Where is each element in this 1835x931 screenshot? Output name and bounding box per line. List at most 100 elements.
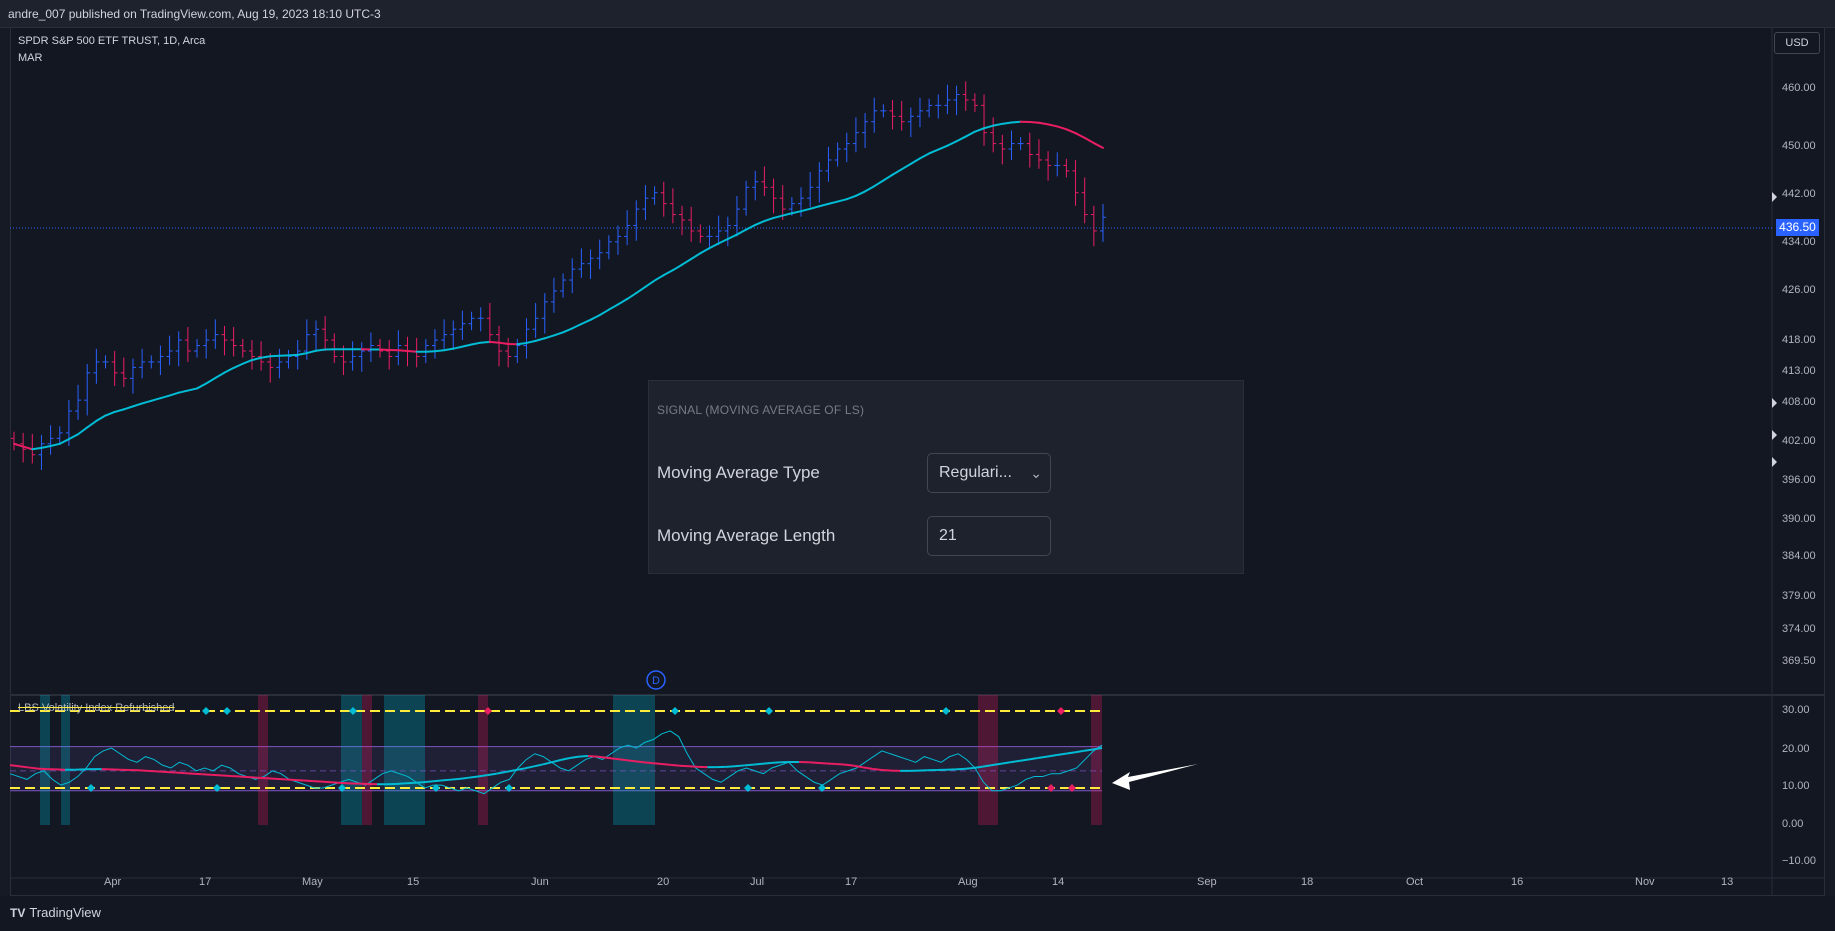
ma-length-input[interactable]: 21: [927, 516, 1051, 556]
signal-line-segment: [312, 780, 323, 783]
ma-segment: [543, 334, 555, 340]
time-tick-label: 17: [199, 876, 212, 888]
signal-line-segment: [991, 762, 1002, 767]
lower-indicator-legend[interactable]: LBS Volatility Index Refurbished: [18, 702, 175, 714]
signal-line-segment: [725, 765, 736, 768]
ma-segment: [122, 405, 134, 411]
tradingview-logo[interactable]: TV TradingView: [10, 905, 101, 920]
signal-line-segment: [624, 759, 635, 763]
ohlc-bar: [84, 364, 91, 416]
ma-type-select[interactable]: Regulari... ⌄: [927, 453, 1051, 493]
signal-line-segment: [753, 762, 763, 766]
signal-diamond: [765, 707, 773, 715]
signal-diamond: [942, 707, 950, 715]
signal-region: [1091, 695, 1102, 825]
ohlc-bar: [761, 166, 768, 196]
ma-segment: [955, 135, 967, 143]
signal-diamond: [505, 783, 513, 792]
signal-line-segment: [1055, 752, 1066, 757]
signal-line-segment: [1037, 755, 1048, 760]
ma-segment: [1037, 121, 1050, 126]
ohlc-bar: [889, 99, 896, 130]
signal-line-segment: [514, 767, 525, 772]
time-tick-label: Sep: [1197, 876, 1217, 888]
ohlc-bar: [614, 225, 621, 255]
ohlc-bar: [743, 180, 750, 216]
ohlc-bar: [550, 277, 557, 313]
ma-segment: [681, 257, 693, 266]
price-tick-label: 369.50: [1782, 655, 1816, 667]
ma-segment: [571, 322, 583, 330]
ohlc-bar: [578, 248, 585, 278]
signal-line-segment: [688, 765, 699, 768]
ma-segment: [552, 331, 565, 337]
ma-segment: [452, 345, 464, 350]
ohlc-bar: [20, 432, 27, 463]
currency-button[interactable]: USD: [1774, 32, 1820, 54]
ma-segment: [443, 347, 455, 352]
ohlc-bar: [505, 337, 512, 368]
signal-line-segment: [156, 770, 167, 773]
ma-segment: [516, 341, 528, 346]
ma-segment: [928, 148, 940, 155]
ohlc-bar: [496, 325, 503, 367]
signal-region: [61, 695, 70, 825]
axis-marker-icon: [1772, 430, 1777, 440]
axis-marker-icon: [1772, 457, 1777, 467]
ohlc-bar: [871, 97, 878, 133]
ma-segment: [937, 144, 949, 151]
ohlc-bar: [386, 340, 393, 370]
signal-line-segment: [9, 764, 20, 768]
ma-segment: [781, 212, 793, 217]
ma-segment: [589, 314, 601, 321]
price-tick-label: 408.00: [1782, 396, 1816, 408]
time-tick-label: 13: [1721, 876, 1734, 888]
ohlc-bar: [175, 331, 182, 367]
signal-line-segment: [19, 765, 29, 769]
ma-segment: [644, 279, 656, 288]
time-tick-label: Nov: [1635, 876, 1655, 888]
ohlc-bar: [523, 318, 530, 359]
ohlc-bar: [605, 235, 612, 260]
ma-segment: [818, 202, 830, 208]
ohlc-bar: [679, 205, 686, 236]
signal-line-segment: [459, 776, 469, 780]
ma-segment: [827, 200, 839, 205]
ma-segment: [241, 359, 253, 365]
signal-diamond: [432, 783, 440, 792]
signal-line-segment: [633, 760, 644, 764]
ohlc-bar: [916, 97, 923, 128]
ma-segment: [946, 140, 958, 147]
oscillator-tick-label: 20.00: [1782, 743, 1810, 755]
ma-segment: [314, 348, 327, 352]
signal-line-segment: [496, 771, 506, 775]
signal-line-segment: [551, 759, 561, 764]
signal-line-segment: [331, 781, 341, 784]
ma-segment: [864, 185, 876, 193]
signal-diamond: [671, 707, 679, 715]
ma-segment: [653, 274, 665, 282]
ma-segment: [726, 233, 738, 240]
ohlc-bar: [1081, 177, 1088, 224]
ma-segment: [479, 340, 491, 344]
symbol-legend[interactable]: SPDR S&P 500 ETF TRUST, 1D, Arca: [18, 35, 206, 47]
ma-segment: [1056, 125, 1068, 131]
signal-line-segment: [679, 764, 690, 768]
ohlc-bar: [944, 84, 951, 115]
ohlc-bar: [697, 224, 704, 243]
signal-diamond: [818, 783, 826, 792]
ohlc-bar: [276, 348, 283, 379]
indicator-legend[interactable]: MAR: [18, 52, 43, 64]
ma-segment: [433, 349, 446, 353]
ohlc-bar: [596, 239, 603, 270]
signal-line-segment: [615, 757, 625, 762]
time-tick-label: Jun: [531, 876, 549, 888]
ma-segment: [662, 269, 674, 277]
signal-line-segment: [321, 780, 332, 784]
signal-line-segment: [1083, 748, 1093, 752]
ohlc-bar: [660, 181, 667, 217]
price-tick-label: 426.00: [1782, 284, 1816, 296]
price-tick-label: 379.00: [1782, 590, 1816, 602]
signal-line-segment: [1065, 751, 1075, 755]
